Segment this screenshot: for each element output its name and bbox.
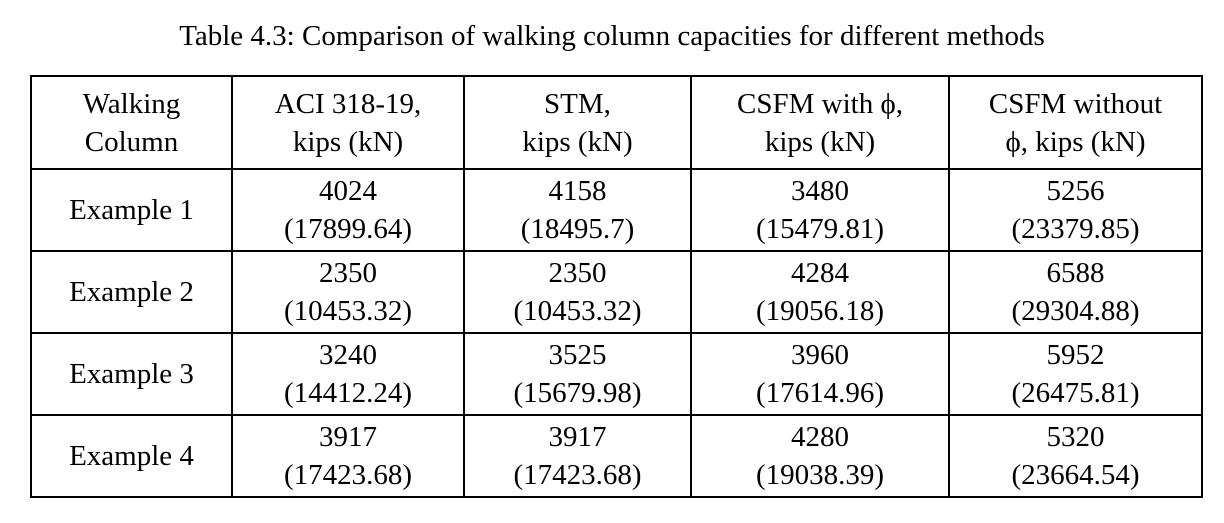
row-label-cell: Example 3: [30, 332, 233, 416]
value-cell: 3960 (17614.96): [690, 332, 950, 416]
value-cell: 6588 (29304.88): [948, 250, 1203, 334]
kips-value: 5952: [1046, 339, 1105, 371]
kn-value: (19038.39): [755, 459, 885, 491]
table-row: Example 3 3240 (14412.24) 3525 (15679.98…: [30, 332, 1203, 416]
row-label-cell: Example 1: [30, 168, 233, 252]
kips-value: 3525: [548, 339, 607, 371]
header-line: kips (kN): [522, 125, 633, 158]
header-cell-csfm-without-phi: CSFM without ϕ, kips (kN): [948, 75, 1203, 170]
value-cell: 2350 (10453.32): [231, 250, 465, 334]
value-cell: 4024 (17899.64): [231, 168, 465, 252]
kips-value: 2350: [319, 257, 377, 289]
table-row: Example 4 3917 (17423.68) 3917 (17423.68…: [30, 414, 1203, 498]
header-line: ϕ, kips (kN): [1005, 125, 1146, 158]
kn-value: (17614.96): [755, 377, 885, 409]
value-cell: 4158 (18495.7): [463, 168, 692, 252]
kn-value: (18495.7): [520, 213, 635, 245]
kips-value: 3917: [319, 421, 377, 453]
value-cell: 3917 (17423.68): [463, 414, 692, 498]
header-line: kips (kN): [764, 125, 876, 158]
header-row: Walking Column ACI 318-19, kips (kN) STM…: [30, 75, 1203, 170]
value-cell: 2350 (10453.32): [463, 250, 692, 334]
header-line: ACI 318-19,: [274, 87, 422, 120]
kips-value: 3960: [791, 339, 849, 371]
kips-value: 4280: [791, 421, 849, 453]
value-cell: 4284 (19056.18): [690, 250, 950, 334]
kn-value: (15479.81): [755, 213, 885, 245]
header-cell-aci-318-19: ACI 318-19, kips (kN): [231, 75, 465, 170]
kn-value: (29304.88): [1011, 295, 1140, 327]
kn-value: (10453.32): [513, 295, 642, 327]
kn-value: (10453.32): [283, 295, 413, 327]
table-row: Example 2 2350 (10453.32) 2350 (10453.32…: [30, 250, 1203, 334]
table-caption: Table 4.3: Comparison of walking column …: [179, 20, 1045, 52]
value-cell: 3240 (14412.24): [231, 332, 465, 416]
header-cell-walking-column: Walking Column: [30, 75, 233, 170]
capacity-comparison-table: Walking Column ACI 318-19, kips (kN) STM…: [30, 75, 1203, 498]
kn-value: (17423.68): [513, 459, 642, 491]
value-cell: 5256 (23379.85): [948, 168, 1203, 252]
kips-value: 4024: [319, 175, 377, 207]
kips-value: 6588: [1046, 257, 1105, 289]
header-line: Column: [84, 125, 179, 158]
table-row: Example 1 4024 (17899.64) 4158 (18495.7)…: [30, 168, 1203, 252]
kn-value: (19056.18): [755, 295, 885, 327]
kips-value: 3240: [319, 339, 377, 371]
kips-value: 5256: [1046, 175, 1105, 207]
kips-value: 4284: [791, 257, 849, 289]
header-line: Walking: [82, 87, 181, 120]
kips-value: 3480: [791, 175, 849, 207]
value-cell: 4280 (19038.39): [690, 414, 950, 498]
kn-value: (23664.54): [1011, 459, 1140, 491]
value-cell: 3480 (15479.81): [690, 168, 950, 252]
header-cell-csfm-with-phi: CSFM with ϕ, kips (kN): [690, 75, 950, 170]
value-cell: 5952 (26475.81): [948, 332, 1203, 416]
kn-value: (17899.64): [283, 213, 413, 245]
kn-value: (23379.85): [1011, 213, 1140, 245]
kn-value: (15679.98): [513, 377, 642, 409]
header-cell-stm: STM, kips (kN): [463, 75, 692, 170]
row-label-cell: Example 4: [30, 414, 233, 498]
header-line: STM,: [544, 87, 611, 120]
row-label-cell: Example 2: [30, 250, 233, 334]
value-cell: 3917 (17423.68): [231, 414, 465, 498]
header-line: CSFM without: [988, 87, 1163, 120]
value-cell: 5320 (23664.54): [948, 414, 1203, 498]
kn-value: (14412.24): [283, 377, 413, 409]
row-label: Example 1: [69, 194, 194, 226]
kn-value: (17423.68): [283, 459, 413, 491]
kips-value: 2350: [548, 257, 607, 289]
kips-value: 3917: [548, 421, 607, 453]
header-line: CSFM with ϕ,: [737, 87, 903, 120]
kn-value: (26475.81): [1011, 377, 1140, 409]
row-label: Example 2: [69, 276, 194, 308]
row-label: Example 3: [69, 358, 194, 390]
row-label: Example 4: [69, 440, 194, 472]
header-line: kips (kN): [292, 125, 404, 158]
kips-value: 4158: [548, 175, 607, 207]
kips-value: 5320: [1046, 421, 1105, 453]
value-cell: 3525 (15679.98): [463, 332, 692, 416]
